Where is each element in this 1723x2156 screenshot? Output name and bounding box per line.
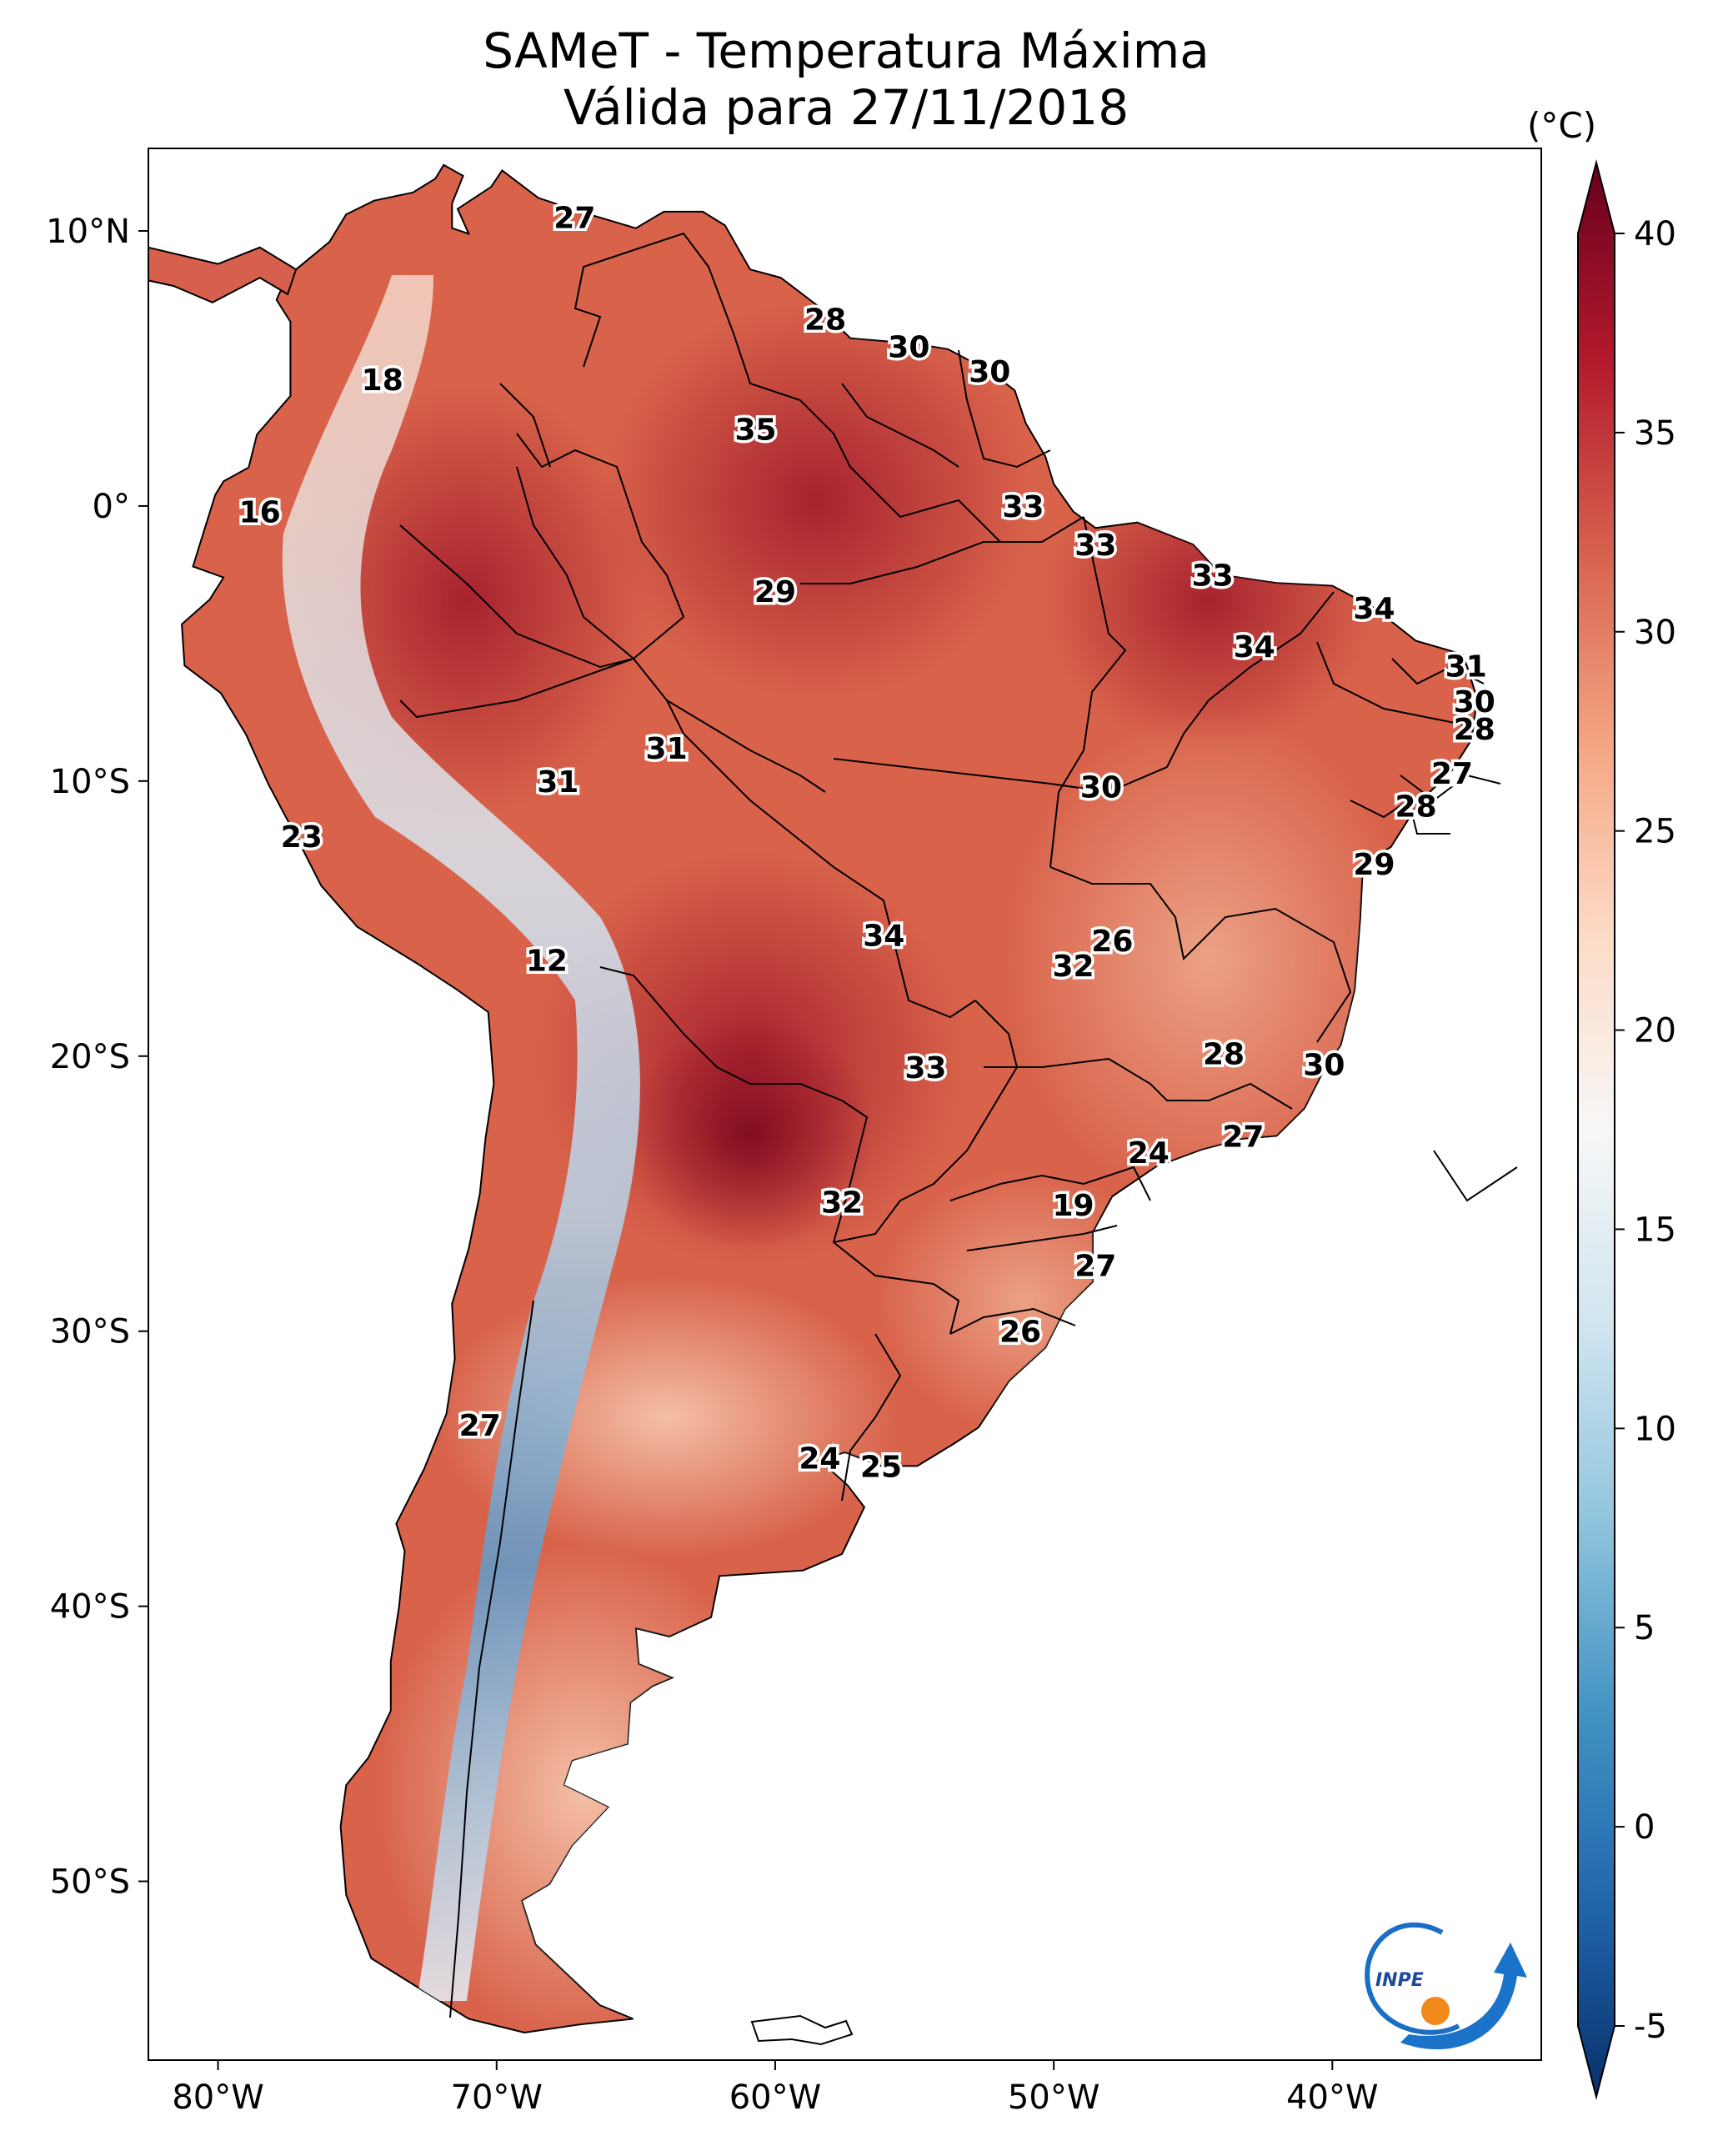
colorbar: 40 35 30 25 20 15 10 5 0 -5 — [1577, 159, 1676, 2100]
temperature-label: 19 — [1052, 1189, 1094, 1223]
colorbar-tick-label: 40 — [1634, 215, 1676, 253]
temperature-label: 30 — [888, 331, 929, 365]
y-tick-label: 20°S — [50, 1038, 130, 1076]
temperature-label: 33 — [904, 1051, 946, 1086]
temperature-label: 32 — [821, 1186, 863, 1221]
temperature-label: 26 — [1091, 925, 1133, 959]
x-tick-label: 60°W — [729, 2078, 821, 2117]
temperature-label: 31 — [537, 765, 579, 800]
temperature-label: 31 — [646, 732, 688, 766]
colorbar-unit-label: (°C) — [1527, 105, 1597, 146]
temperature-label: 29 — [754, 575, 796, 609]
map-title-line1: SAMeT - Temperatura Máxima — [483, 23, 1210, 79]
y-tick-label: 0° — [93, 488, 130, 526]
panama-isthmus — [148, 246, 298, 303]
x-tick-label: 40°W — [1286, 2078, 1378, 2117]
temperature-label: 27 — [1431, 757, 1473, 791]
temperature-label: 25 — [860, 1450, 902, 1484]
temperature-label: 33 — [1192, 559, 1234, 593]
temperature-label: 16 — [239, 496, 281, 530]
temperature-label: 26 — [999, 1316, 1041, 1350]
colorbar-tick-label: 35 — [1634, 414, 1676, 453]
y-axis-ticks: 10°N 0° 10°S 20°S 30°S 40°S 50°S — [46, 213, 148, 1902]
inpe-logo: INPE — [1365, 1922, 1527, 2050]
temperature-label: 24 — [799, 1442, 840, 1476]
logo-sun-icon — [1421, 1997, 1450, 2025]
temperature-label: 34 — [1353, 592, 1395, 626]
map-title-line2: Válida para 27/11/2018 — [563, 79, 1129, 136]
colorbar-tick-label: 15 — [1634, 1211, 1676, 1249]
colorbar-tick-label: -5 — [1634, 2008, 1667, 2046]
temperature-label: 24 — [1128, 1136, 1170, 1171]
temperature-label: 34 — [863, 920, 904, 954]
temperature-label: 28 — [1203, 1037, 1245, 1071]
temperature-labels: 2718162830303533333334342931302827282931… — [236, 198, 1498, 1487]
colorbar-body — [1577, 159, 1615, 2100]
colorbar-tick-label: 25 — [1634, 813, 1676, 851]
temperature-label: 35 — [735, 414, 777, 448]
colorbar-tick-label: 5 — [1634, 1609, 1655, 1647]
temperature-label: 30 — [969, 355, 1010, 389]
x-tick-label: 70°W — [451, 2078, 543, 2117]
temperature-label: 18 — [362, 364, 403, 398]
logo-arrow-icon — [1400, 1943, 1527, 2050]
y-tick-label: 50°S — [50, 1863, 130, 1902]
temperature-label: 27 — [1222, 1120, 1264, 1154]
colorbar-tick-label: 30 — [1634, 614, 1676, 652]
temperature-label: 32 — [1052, 950, 1094, 984]
temperature-label: 28 — [1454, 713, 1495, 747]
falkland-islands — [750, 2014, 854, 2046]
temperature-label: 29 — [1353, 848, 1395, 882]
temperature-label: 34 — [1234, 630, 1275, 664]
colorbar-tick-label: 10 — [1634, 1410, 1676, 1448]
y-tick-label: 30°S — [50, 1313, 130, 1351]
temperature-label: 30 — [1080, 770, 1122, 805]
y-tick-label: 40°S — [50, 1588, 130, 1627]
temperature-label: 27 — [1074, 1250, 1116, 1284]
y-tick-label: 10°S — [50, 763, 130, 801]
temperature-label: 30 — [1303, 1049, 1345, 1083]
temperature-label: 28 — [1395, 790, 1437, 825]
x-tick-label: 50°W — [1008, 2078, 1099, 2117]
temperature-label: 12 — [526, 944, 568, 978]
temperature-label: 27 — [553, 201, 595, 235]
colorbar-tick-label: 0 — [1634, 1808, 1655, 1847]
temperature-label: 33 — [1074, 529, 1116, 563]
temperature-label: 31 — [1445, 649, 1487, 684]
logo-text: INPE — [1375, 1970, 1424, 1991]
y-tick-label: 10°N — [46, 213, 130, 251]
x-axis-ticks: 80°W 70°W 60°W 50°W 40°W — [172, 2060, 1379, 2117]
temperature-label: 27 — [459, 1409, 501, 1443]
colorbar-ticks: 40 35 30 25 20 15 10 5 0 -5 — [1615, 215, 1676, 2046]
temperature-label: 28 — [804, 303, 846, 338]
temperature-label: 23 — [281, 820, 323, 855]
andes-cool-band — [282, 275, 640, 2001]
x-tick-label: 80°W — [172, 2078, 263, 2117]
temperature-label: 33 — [1002, 490, 1044, 524]
colorbar-tick-label: 20 — [1634, 1012, 1676, 1050]
temperature-label: 30 — [1454, 685, 1495, 720]
country-borders — [399, 232, 1518, 2018]
